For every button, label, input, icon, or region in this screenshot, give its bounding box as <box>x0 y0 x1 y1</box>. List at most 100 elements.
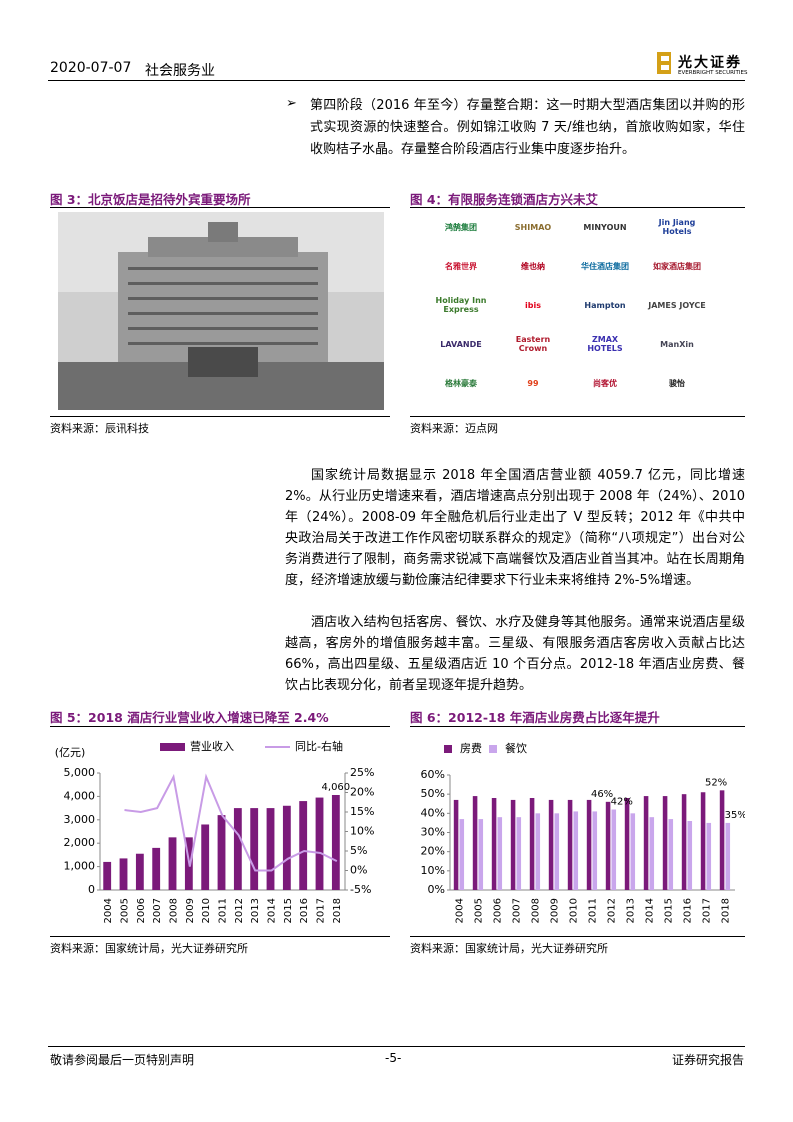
hotel-logo: ManXin <box>660 339 694 349</box>
hotel-logo: LAVANDE <box>440 339 482 349</box>
hotel-logo: ibis <box>525 300 541 310</box>
y-tick-label: 1,000 <box>64 860 96 873</box>
y-tick-label: 30% <box>421 826 445 839</box>
x-tick-label: 2005 <box>474 898 485 923</box>
hotel-logo: 华住酒店集团 <box>581 261 629 271</box>
hotel-logo: MINYOUN <box>583 222 627 232</box>
hotel-logo: 名雅世界 <box>445 261 477 271</box>
bar <box>630 813 636 890</box>
value-label: 35% <box>725 810 745 821</box>
hotel-logo: 骏怡 <box>669 378 685 388</box>
hotel-logo: 维也纳 <box>521 261 545 271</box>
x-tick-label: 2010 <box>569 898 580 923</box>
bar <box>681 794 687 890</box>
x-tick-label: 2012 <box>607 898 618 923</box>
value-label: 4,060 <box>322 782 351 793</box>
bar <box>611 809 617 890</box>
x-tick-label: 2011 <box>588 898 599 923</box>
bar <box>662 796 668 890</box>
source-rule <box>410 936 745 937</box>
bar <box>497 817 503 890</box>
x-tick-label: 2012 <box>234 898 245 923</box>
x-tick-label: 2014 <box>645 898 656 923</box>
y-tick-label: 60% <box>421 768 445 781</box>
y-tick-label: 3,000 <box>64 813 96 826</box>
bar <box>282 805 291 890</box>
chart-source: 资料来源：国家统计局，光大证券研究所 <box>410 942 608 955</box>
bar <box>168 837 177 890</box>
x-tick-label: 2008 <box>169 898 180 923</box>
y-tick-label: 0% <box>428 883 445 896</box>
bar <box>649 817 655 890</box>
chart-title: 图 6：2012-18 年酒店业房费占比逐年提升 <box>410 710 660 725</box>
footer-rule <box>48 1046 745 1047</box>
source-rule <box>50 416 390 417</box>
y-tick-label: 50% <box>421 787 445 800</box>
bar <box>700 792 706 890</box>
source-rule <box>410 416 745 417</box>
x-tick-label: 2013 <box>250 898 261 923</box>
y2-tick-label: 25% <box>350 766 374 779</box>
bar <box>586 799 592 890</box>
y2-tick-label: 15% <box>350 805 374 818</box>
figure-title: 图 3：北京饭店是招待外宾重要场所 <box>50 192 251 207</box>
x-tick-label: 2017 <box>316 898 327 923</box>
legend-label: 营业收入 <box>190 739 234 753</box>
bullet-glyph: ➢ <box>286 96 297 111</box>
industry: 社会服务业 <box>145 63 215 79</box>
hotel-logo: 尚客优 <box>593 378 617 388</box>
figure-rule <box>410 207 745 208</box>
x-tick-label: 2004 <box>455 898 466 923</box>
y-tick-label: 0 <box>88 883 95 896</box>
bar <box>535 813 541 890</box>
y-tick-label: 40% <box>421 806 445 819</box>
value-label: 42% <box>611 797 633 808</box>
hotel-logo: JAMES JOYCE <box>648 300 706 310</box>
value-label: 52% <box>705 777 727 788</box>
footer-disclaimer: 敬请参阅最后一页特别声明 <box>50 1053 195 1067</box>
x-tick-label: 2008 <box>531 898 542 923</box>
x-tick-label: 2015 <box>283 898 294 923</box>
x-tick-label: 2007 <box>512 898 523 923</box>
chart-source: 资料来源：国家统计局，光大证券研究所 <box>50 942 248 955</box>
bar <box>250 808 259 890</box>
figure-rule <box>410 726 745 727</box>
y-tick-label: 20% <box>421 845 445 858</box>
x-tick-label: 2017 <box>702 898 713 923</box>
paragraph: 酒店收入结构包括客房、餐饮、水疗及健身等其他服务。通常来说酒店星级越高，客房外的… <box>285 615 745 693</box>
bar <box>315 797 324 890</box>
legend-label: 房费 <box>460 742 482 755</box>
bar <box>135 853 144 890</box>
x-tick-label: 2006 <box>136 898 147 923</box>
footer-type: 证券研究报告 <box>672 1053 745 1067</box>
header-rule <box>48 80 745 81</box>
hotel-logo: 如家酒店集团 <box>653 261 701 271</box>
y-tick-label: 4,000 <box>64 789 96 802</box>
bar <box>624 798 630 890</box>
hotel-logo: Hampton <box>584 300 626 310</box>
bar <box>516 817 522 890</box>
bar <box>472 796 478 890</box>
y2-tick-label: 0% <box>350 864 367 877</box>
page-number: -5- <box>385 1051 402 1065</box>
y-tick-label: 10% <box>421 864 445 877</box>
bar <box>668 819 674 890</box>
line-series <box>124 773 338 872</box>
y2-tick-label: 10% <box>350 825 374 838</box>
x-tick-label: 2011 <box>218 898 229 923</box>
bar <box>478 819 484 890</box>
logo-mark <box>657 52 671 74</box>
figure-source: 资料来源：迈点网 <box>410 422 498 435</box>
figure-rule <box>50 207 390 208</box>
y2-tick-label: 5% <box>350 844 367 857</box>
x-tick-label: 2016 <box>683 898 694 923</box>
bar <box>554 813 560 890</box>
x-tick-label: 2009 <box>185 898 196 923</box>
bar <box>605 801 611 890</box>
bar <box>201 824 210 890</box>
hotel-logo: 鸿鹄集团 <box>445 222 477 232</box>
y-tick-label: 5,000 <box>64 766 96 779</box>
bar <box>592 811 598 890</box>
bar <box>567 799 573 890</box>
